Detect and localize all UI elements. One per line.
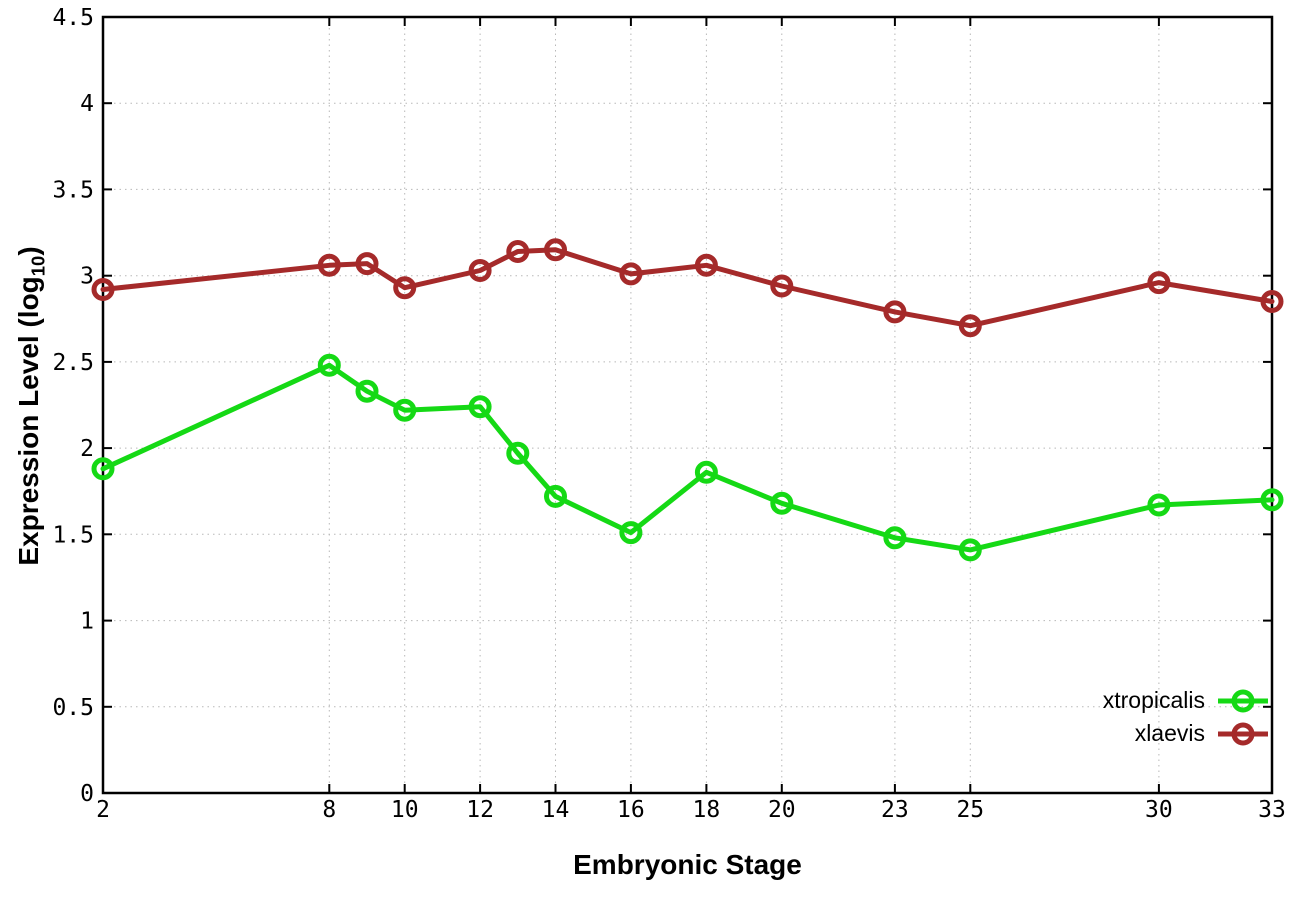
legend-item-xlaevis: xlaevis xyxy=(1103,717,1269,750)
data-point-marker xyxy=(506,441,530,465)
data-point-marker xyxy=(393,276,417,300)
data-point-marker xyxy=(506,240,530,263)
data-point-marker xyxy=(355,379,379,403)
y-tick-labels: 0 0.5 1 1.5 2 2.5 3 3.5 4 4.5 xyxy=(52,5,94,807)
data-point-marker xyxy=(1147,271,1171,295)
data-point-marker xyxy=(1147,493,1171,517)
x-tick-label: 20 xyxy=(768,797,796,823)
data-point-marker xyxy=(694,253,718,277)
x-tick-label: 14 xyxy=(542,797,570,823)
series-xtropicalis xyxy=(91,353,1284,562)
plot-border xyxy=(101,15,1274,795)
y-tick-label: 4 xyxy=(80,91,94,117)
data-point-marker xyxy=(883,300,907,324)
y-axis-title-text: Expression Level (log xyxy=(13,276,44,566)
x-tick-label: 30 xyxy=(1145,797,1173,823)
data-point-marker xyxy=(770,274,794,298)
y-tick-label: 0.5 xyxy=(52,695,94,721)
data-point-marker xyxy=(468,395,492,419)
y-tick-label: 4.5 xyxy=(52,5,94,31)
legend: xtropicalis xlaevis xyxy=(1103,684,1269,750)
x-tick-label: 12 xyxy=(466,797,494,823)
y-tick-label: 2 xyxy=(80,436,94,462)
x-tick-labels: 2 8 10 12 14 16 18 20 23 25 30 33 xyxy=(96,797,1286,823)
x-tick-label: 25 xyxy=(956,797,984,823)
series-line xyxy=(100,362,1275,553)
x-tick-label: 16 xyxy=(617,797,645,823)
x-tick-label: 18 xyxy=(693,797,721,823)
series-xlaevis xyxy=(91,238,1284,338)
y-tick-label: 3 xyxy=(80,264,94,290)
series-line xyxy=(100,247,1275,329)
x-tick-label: 10 xyxy=(391,797,419,823)
data-point-marker xyxy=(619,521,643,545)
x-tick-label: 23 xyxy=(881,797,909,823)
y-axis-title-suffix: ) xyxy=(13,246,44,256)
data-point-marker xyxy=(393,398,417,422)
data-point-marker xyxy=(770,491,794,515)
x-tick-label: 33 xyxy=(1258,797,1286,823)
data-point-marker xyxy=(544,238,567,262)
legend-item-xtropicalis: xtropicalis xyxy=(1103,684,1269,717)
x-tick-label: 2 xyxy=(96,797,110,823)
y-tick-label: 3.5 xyxy=(52,177,94,203)
y-axis-title: Expression Level (log10) xyxy=(13,246,50,565)
y-tick-label: 1.5 xyxy=(52,522,94,548)
y-axis-title-subscript: 10 xyxy=(27,255,49,277)
legend-sample-marker xyxy=(1218,722,1268,745)
data-point-marker xyxy=(694,460,718,484)
gridlines xyxy=(102,16,1273,794)
x-axis-title: Embryonic Stage xyxy=(573,849,802,880)
data-point-marker xyxy=(1260,488,1284,512)
data-point-marker xyxy=(619,262,643,286)
data-point-marker xyxy=(468,259,492,282)
legend-label: xtropicalis xyxy=(1102,687,1205,713)
legend-label: xlaevis xyxy=(1134,720,1205,746)
x-tick-label: 8 xyxy=(322,797,336,823)
y-tick-label: 2.5 xyxy=(52,350,94,376)
data-point-marker xyxy=(91,278,115,301)
y-tick-label: 1 xyxy=(80,609,94,635)
data-point-marker xyxy=(355,252,379,276)
data-point-marker xyxy=(317,353,341,377)
data-point-marker xyxy=(883,526,907,550)
data-point-marker xyxy=(317,253,341,277)
y-tick-label: 0 xyxy=(80,781,94,807)
data-point-marker xyxy=(544,484,567,508)
data-point-marker xyxy=(1260,290,1284,313)
legend-sample-marker xyxy=(1218,689,1268,712)
data-point-marker xyxy=(91,457,115,481)
axis-tick-marks xyxy=(102,16,1273,794)
data-point-marker xyxy=(958,314,982,338)
data-point-marker xyxy=(958,538,982,562)
